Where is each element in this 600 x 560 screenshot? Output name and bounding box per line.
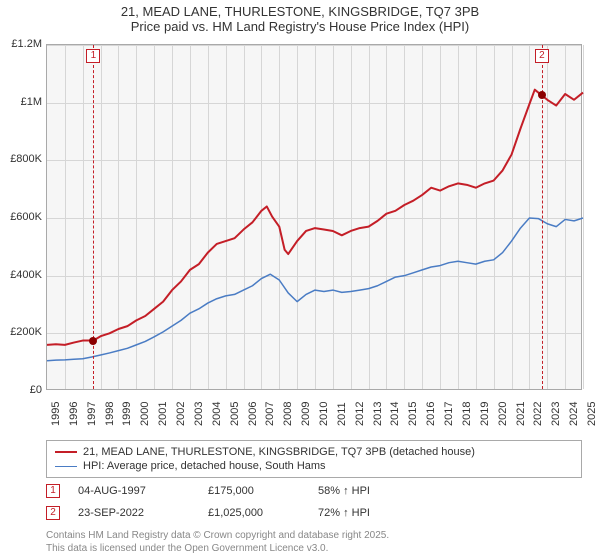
x-tick-label: 2012	[354, 402, 366, 426]
x-tick-label: 2013	[372, 402, 384, 426]
x-tick-label: 2006	[247, 402, 259, 426]
plot-area: 12	[46, 44, 582, 390]
sale-marker-badge: 2	[535, 49, 549, 63]
x-tick-label: 2021	[515, 402, 527, 426]
y-tick-label: £1M	[21, 96, 42, 108]
sale-marker-dot	[538, 91, 546, 99]
sale-date: 04-AUG-1997	[78, 485, 208, 497]
x-tick-label: 2005	[229, 402, 241, 426]
x-tick-label: 2020	[497, 402, 509, 426]
x-tick-label: 2023	[550, 402, 562, 426]
title-address: 21, MEAD LANE, THURLESTONE, KINGSBRIDGE,…	[10, 4, 590, 19]
chart-lines	[47, 45, 581, 389]
x-tick-label: 2004	[211, 402, 223, 426]
x-tick-label: 2001	[157, 402, 169, 426]
sale-marker-badge: 1	[86, 49, 100, 63]
x-tick-label: 2014	[389, 402, 401, 426]
x-tick-label: 1999	[121, 402, 133, 426]
x-axis: 1995 1996 1997 1998 1999 2000 2001 2002 2003 2004…	[46, 392, 582, 438]
y-tick-label: £600K	[10, 211, 42, 223]
sale-row-2: 2 23-SEP-2022 £1,025,000 72% ↑ HPI	[46, 506, 582, 520]
y-tick-label: £400K	[10, 269, 42, 281]
series-property	[47, 90, 583, 345]
copyright-line2: This data is licensed under the Open Gov…	[46, 543, 389, 556]
series-hpi	[47, 218, 583, 361]
x-tick-label: 2000	[139, 402, 151, 426]
chart-container: 21, MEAD LANE, THURLESTONE, KINGSBRIDGE,…	[0, 0, 600, 560]
gridline-v	[583, 45, 584, 389]
sale-date: 23-SEP-2022	[78, 507, 208, 519]
legend-item: 21, MEAD LANE, THURLESTONE, KINGSBRIDGE,…	[55, 445, 573, 459]
sale-price: £1,025,000	[208, 507, 318, 519]
x-tick-label: 2019	[479, 402, 491, 426]
x-tick-label: 2024	[568, 402, 580, 426]
y-tick-label: £800K	[10, 153, 42, 165]
copyright-line1: Contains HM Land Registry data © Crown c…	[46, 530, 389, 543]
x-tick-label: 1998	[104, 402, 116, 426]
x-tick-label: 2007	[264, 402, 276, 426]
x-tick-label: 2025	[586, 402, 598, 426]
chart-title: 21, MEAD LANE, THURLESTONE, KINGSBRIDGE,…	[0, 0, 600, 36]
copyright-notice: Contains HM Land Registry data © Crown c…	[46, 530, 389, 555]
sale-marker-dot	[89, 337, 97, 345]
x-tick-label: 2018	[461, 402, 473, 426]
y-tick-label: £1.2M	[11, 38, 42, 50]
legend: 21, MEAD LANE, THURLESTONE, KINGSBRIDGE,…	[46, 440, 582, 478]
sale-pct-vs-hpi: 58% ↑ HPI	[318, 485, 418, 497]
x-tick-label: 1995	[50, 402, 62, 426]
title-subtitle: Price paid vs. HM Land Registry's House …	[10, 19, 590, 34]
sale-marker-badge: 1	[46, 484, 60, 498]
x-tick-label: 2002	[175, 402, 187, 426]
legend-item: HPI: Average price, detached house, Sout…	[55, 459, 573, 473]
sale-price: £175,000	[208, 485, 318, 497]
x-tick-label: 2015	[407, 402, 419, 426]
x-tick-label: 2010	[318, 402, 330, 426]
x-tick-label: 1997	[86, 402, 98, 426]
sale-row-1: 1 04-AUG-1997 £175,000 58% ↑ HPI	[46, 484, 582, 498]
x-tick-label: 2009	[300, 402, 312, 426]
legend-swatch	[55, 466, 77, 467]
y-tick-label: £0	[30, 384, 42, 396]
y-tick-label: £200K	[10, 326, 42, 338]
x-tick-label: 2017	[443, 402, 455, 426]
x-tick-label: 2008	[282, 402, 294, 426]
y-axis: £0£200K£400K£600K£800K£1M£1.2M	[0, 44, 44, 390]
x-tick-label: 2016	[425, 402, 437, 426]
x-tick-label: 2011	[336, 402, 348, 426]
sale-pct-vs-hpi: 72% ↑ HPI	[318, 507, 418, 519]
x-tick-label: 1996	[68, 402, 80, 426]
sale-marker-badge: 2	[46, 506, 60, 520]
legend-label: 21, MEAD LANE, THURLESTONE, KINGSBRIDGE,…	[83, 446, 475, 458]
x-tick-label: 2022	[532, 402, 544, 426]
x-tick-label: 2003	[193, 402, 205, 426]
legend-swatch	[55, 451, 77, 453]
legend-label: HPI: Average price, detached house, Sout…	[83, 460, 326, 472]
